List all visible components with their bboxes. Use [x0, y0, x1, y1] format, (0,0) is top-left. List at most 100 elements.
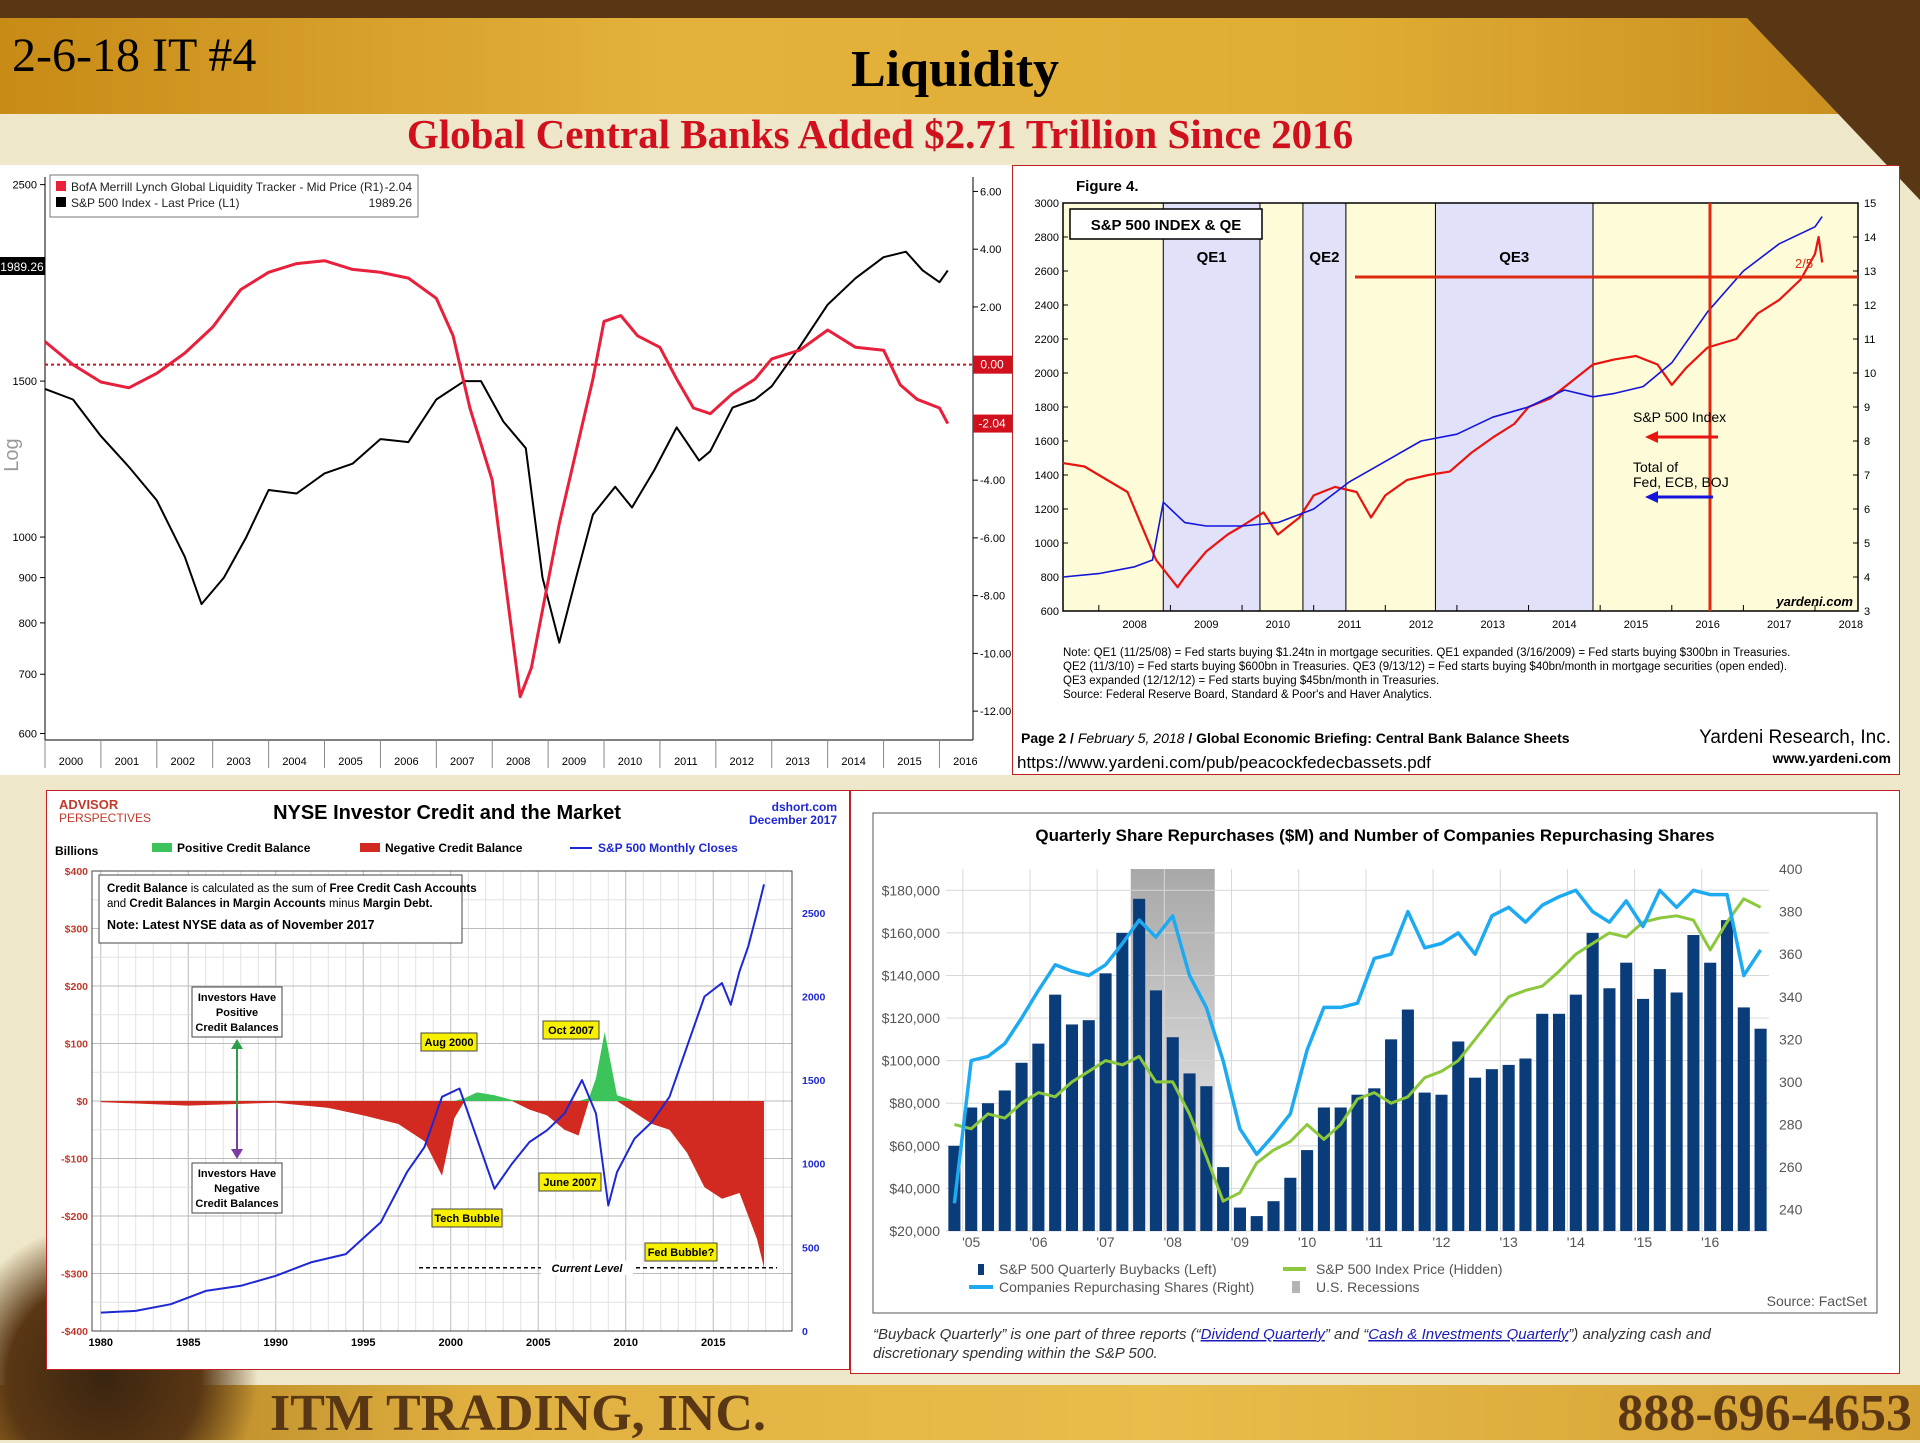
left-tick-label: 1800: [1035, 402, 1059, 414]
right-tick-label: 6: [1864, 504, 1870, 516]
buyback-bar: [1082, 1020, 1095, 1231]
buyback-bar: [1636, 998, 1650, 1231]
negative-credit-area: [100, 1101, 765, 1268]
left-tick-label: 1500: [13, 376, 37, 388]
buyback-bar: [1049, 994, 1062, 1231]
legend-box: [49, 174, 419, 218]
x-tick-label: 2000: [439, 1337, 463, 1349]
last-liquidity-tag: [973, 414, 1013, 433]
x-tick-label: '15: [1634, 1234, 1652, 1250]
buyback-bar: [1301, 1150, 1314, 1231]
x-tick-label: '16: [1701, 1234, 1719, 1250]
left-tick-label: $180,000: [882, 882, 941, 898]
legend-label-sp500: S&P 500 Monthly Closes: [598, 841, 738, 855]
legend-swatch-recession: [1292, 1281, 1300, 1293]
dividend-quarterly-link[interactable]: Dividend Quarterly: [1201, 1326, 1327, 1343]
legend-label-negative: Negative Credit Balance: [385, 841, 523, 855]
left-tick-label: $200: [65, 981, 89, 993]
x-tick-label: '13: [1500, 1234, 1518, 1250]
source-link[interactable]: https://www.yardeni.com/pub/peacockfedec…: [1017, 753, 1431, 772]
sp500-monthly-line: [100, 884, 765, 1314]
left-tick-label: 2500: [13, 180, 37, 192]
x-tick-label: 2006: [394, 756, 418, 768]
nyse-credit-chart: $400 $300 $200 $100 $0 -$100 -$200 -$300 -$400 25…: [55, 797, 837, 1349]
buyback-bar: [1099, 973, 1112, 1231]
x-tick-label: 2005: [526, 1337, 550, 1349]
buyback-bar: [1469, 1077, 1482, 1231]
x-tick-label: '14: [1567, 1234, 1585, 1250]
buyback-bar: [1032, 1043, 1045, 1231]
qe-region: [1435, 203, 1593, 611]
x-tick-label: 2008: [506, 756, 530, 768]
right-tick-label: 5: [1864, 538, 1870, 550]
x-tick-label: 2010: [618, 756, 642, 768]
cash-quarterly-link[interactable]: Cash & Investments Quarterly: [1368, 1326, 1570, 1343]
x-tick-label: 2015: [701, 1337, 725, 1349]
x-tick-label: 2015: [1624, 619, 1648, 631]
buyback-bar: [1653, 969, 1666, 1231]
buyback-bar: [1149, 990, 1162, 1231]
x-tick-label: 2017: [1767, 619, 1791, 631]
y-axis-label: Billions: [55, 844, 99, 858]
left-tick-label: 2600: [1035, 266, 1059, 278]
down-arrow-icon: [231, 1149, 243, 1159]
june2007-callout: [538, 1172, 602, 1192]
left-tick-label: $80,000: [889, 1095, 940, 1111]
right-tick-label: 0: [802, 1326, 808, 1338]
buyback-bar: [1720, 920, 1734, 1231]
buyback-bar: [1418, 1092, 1431, 1231]
right-tick-label: 13: [1864, 266, 1876, 278]
note-line-3: QE3 expanded (12/12/12) = Fed starts buy…: [1063, 675, 1439, 687]
x-tick-label: '05: [962, 1234, 980, 1250]
x-tick-label: '10: [1298, 1234, 1316, 1250]
right-tick-label: 1500: [802, 1075, 826, 1087]
buyback-bar: [1166, 1037, 1179, 1231]
buyback-bar: [1536, 1013, 1549, 1231]
x-tick-label: 2014: [841, 756, 865, 768]
buyback-bar: [998, 1090, 1011, 1231]
buyback-bar: [1435, 1094, 1448, 1231]
left-tick-label: -$400: [61, 1326, 88, 1338]
right-tick-label: 300: [1779, 1074, 1803, 1090]
x-tick-label: 2016: [1695, 619, 1719, 631]
sp500-series-line: [44, 250, 949, 644]
source-bottom: December 2017: [749, 813, 837, 827]
source-top: dshort.com: [772, 800, 837, 814]
right-tick-label: 12: [1864, 300, 1876, 312]
right-tick-label: 320: [1779, 1031, 1803, 1047]
right-tick-label: 9: [1864, 402, 1870, 414]
sp-annotation: S&P 500 Index: [1633, 409, 1726, 425]
left-tick-label: 600: [19, 729, 37, 741]
x-tick-label: 1995: [351, 1337, 375, 1349]
svg-text:Credit Balances: Credit Balances: [195, 1022, 278, 1034]
legend-label-positive: Positive Credit Balance: [177, 841, 311, 855]
footer-gold-band: [0, 1385, 1920, 1440]
x-tick-label: 2007: [450, 756, 474, 768]
x-tick-label: 2010: [1266, 619, 1290, 631]
info-box: [98, 874, 463, 944]
x-tick-label: 2014: [1552, 619, 1576, 631]
svg-text:Credit Balances: Credit Balances: [195, 1198, 278, 1210]
x-tick-label: 2004: [282, 756, 306, 768]
legend-swatch-liquidity: [56, 181, 66, 191]
x-tick-label: 1985: [176, 1337, 200, 1349]
buyback-bar: [981, 1103, 995, 1231]
company-name: ITM TRADING, INC.: [270, 1385, 766, 1442]
right-tick-label: 2.00: [980, 302, 1001, 314]
note-line-1: Note: QE1 (11/25/08) = Fed starts buying…: [1063, 647, 1790, 659]
oct2007-label: Oct 2007: [548, 1025, 594, 1037]
x-tick-label: 2016: [953, 756, 977, 768]
buyback-bar: [1553, 1013, 1566, 1231]
research-firm: Yardeni Research, Inc.: [1699, 727, 1891, 748]
left-tick-label: $20,000: [889, 1223, 940, 1239]
companies-repurchasing-line: [952, 888, 1763, 1204]
left-tick-label: 3000: [1035, 198, 1059, 210]
title-box: [1069, 208, 1263, 240]
x-tick-label: 2009: [1194, 619, 1218, 631]
right-tick-label: -12.00: [980, 706, 1011, 718]
yardeni-qe-chart-panel: QE1 QE2 QE3 3000 2800 2600 2400 2200 2000 1800 16…: [1012, 165, 1900, 775]
x-tick-label: 2013: [1480, 619, 1504, 631]
right-tick-label: 4.00: [980, 244, 1001, 256]
chart-title: Quarterly Share Repurchases ($M) and Num…: [1035, 826, 1714, 845]
right-tick-label: 340: [1779, 989, 1803, 1005]
